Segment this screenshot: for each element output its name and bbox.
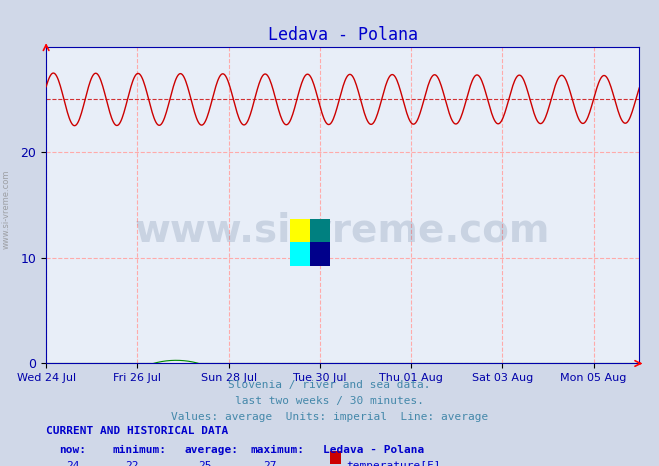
Text: Ledava - Polana: Ledava - Polana [323, 445, 424, 455]
Polygon shape [290, 242, 310, 266]
Text: 22: 22 [125, 461, 138, 466]
Text: average:: average: [185, 445, 239, 455]
Text: last two weeks / 30 minutes.: last two weeks / 30 minutes. [235, 396, 424, 406]
Text: Values: average  Units: imperial  Line: average: Values: average Units: imperial Line: av… [171, 412, 488, 422]
Text: temperature[F]: temperature[F] [346, 461, 440, 466]
Text: minimum:: minimum: [112, 445, 166, 455]
Text: 25: 25 [198, 461, 211, 466]
Text: Slovenia / river and sea data.: Slovenia / river and sea data. [228, 380, 431, 390]
Polygon shape [310, 219, 330, 242]
Text: 27: 27 [264, 461, 277, 466]
Text: now:: now: [59, 445, 86, 455]
Text: maximum:: maximum: [250, 445, 304, 455]
Text: CURRENT AND HISTORICAL DATA: CURRENT AND HISTORICAL DATA [46, 426, 229, 436]
Text: www.si-vreme.com: www.si-vreme.com [2, 170, 11, 249]
Text: 24: 24 [66, 461, 79, 466]
Text: www.si-vreme.com: www.si-vreme.com [135, 212, 550, 249]
Polygon shape [310, 242, 330, 266]
Title: Ledava - Polana: Ledava - Polana [268, 26, 418, 44]
Polygon shape [290, 219, 310, 242]
